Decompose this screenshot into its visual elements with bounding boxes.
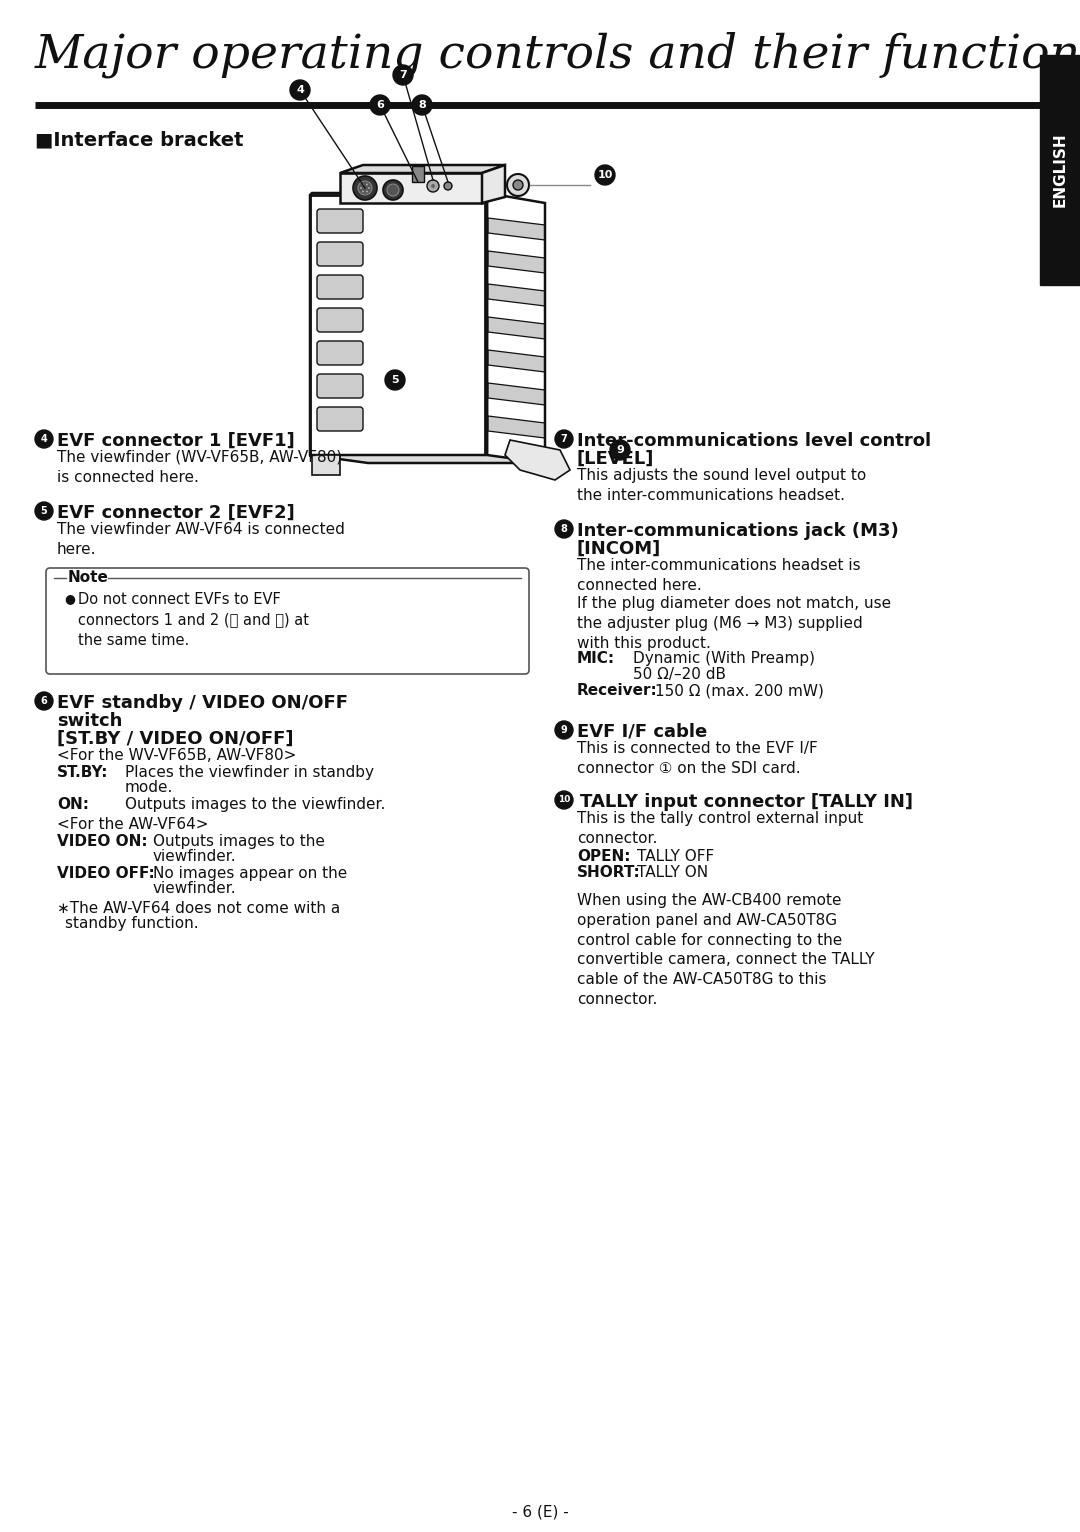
Circle shape — [595, 165, 615, 185]
Circle shape — [387, 184, 399, 196]
Text: This is connected to the EVF I/F
connector ① on the SDI card.: This is connected to the EVF I/F connect… — [577, 741, 818, 775]
Text: 10: 10 — [557, 795, 570, 804]
Text: Note: Note — [68, 570, 109, 585]
Text: <For the AW-VF64>: <For the AW-VF64> — [57, 817, 208, 832]
Polygon shape — [488, 317, 545, 339]
Text: Places the viewfinder in standby: Places the viewfinder in standby — [125, 764, 374, 780]
Circle shape — [366, 184, 368, 185]
Text: 9: 9 — [616, 444, 624, 455]
Circle shape — [444, 182, 453, 190]
Polygon shape — [488, 251, 545, 273]
Text: 4: 4 — [41, 434, 48, 444]
Text: ■Interface bracket: ■Interface bracket — [35, 130, 243, 150]
Circle shape — [35, 502, 53, 519]
Text: 150 Ω (max. 200 mW): 150 Ω (max. 200 mW) — [654, 683, 824, 699]
Circle shape — [368, 187, 370, 188]
Polygon shape — [488, 283, 545, 306]
Text: The viewfinder (WV-VF65B, AW-VF80)
is connected here.: The viewfinder (WV-VF65B, AW-VF80) is co… — [57, 450, 342, 484]
Polygon shape — [340, 165, 505, 173]
Circle shape — [291, 80, 310, 100]
Text: switch: switch — [57, 712, 122, 731]
FancyBboxPatch shape — [318, 208, 363, 233]
Circle shape — [555, 791, 573, 809]
FancyBboxPatch shape — [318, 242, 363, 267]
FancyBboxPatch shape — [318, 308, 363, 332]
Text: ENGLISH: ENGLISH — [1053, 133, 1067, 207]
Circle shape — [555, 430, 573, 447]
Text: MIC:: MIC: — [577, 651, 616, 666]
Circle shape — [411, 95, 432, 115]
Polygon shape — [482, 165, 505, 204]
Circle shape — [360, 187, 362, 188]
Text: ●: ● — [64, 591, 75, 605]
Circle shape — [35, 430, 53, 447]
Circle shape — [366, 190, 368, 193]
Text: EVF I/F cable: EVF I/F cable — [577, 723, 707, 741]
Circle shape — [427, 179, 438, 192]
Polygon shape — [488, 383, 545, 404]
Text: 4: 4 — [296, 84, 303, 95]
Text: No images appear on the: No images appear on the — [153, 866, 348, 881]
Text: Outputs images to the: Outputs images to the — [153, 833, 325, 849]
Text: Inter-communications level control: Inter-communications level control — [577, 432, 931, 450]
Text: SHORT:: SHORT: — [577, 866, 640, 879]
Polygon shape — [340, 173, 482, 204]
Text: 6: 6 — [376, 100, 383, 110]
Text: <For the WV-VF65B, AW-VF80>: <For the WV-VF65B, AW-VF80> — [57, 748, 296, 763]
Text: If the plug diameter does not match, use
the adjuster plug (M6 → M3) supplied
wi: If the plug diameter does not match, use… — [577, 596, 891, 651]
Polygon shape — [310, 455, 545, 463]
Text: 10: 10 — [597, 170, 612, 179]
Text: 50 Ω/–20 dB: 50 Ω/–20 dB — [633, 666, 726, 682]
Circle shape — [507, 175, 529, 196]
Circle shape — [555, 519, 573, 538]
Circle shape — [555, 722, 573, 738]
Text: viewfinder.: viewfinder. — [153, 881, 237, 896]
Circle shape — [362, 190, 364, 193]
Polygon shape — [312, 455, 340, 475]
Text: EVF connector 1 [EVF1]: EVF connector 1 [EVF1] — [57, 432, 295, 450]
Circle shape — [362, 184, 364, 185]
Text: mode.: mode. — [125, 780, 174, 795]
Text: VIDEO OFF:: VIDEO OFF: — [57, 866, 154, 881]
Circle shape — [393, 64, 413, 84]
Text: ∗The AW-VF64 does not come with a: ∗The AW-VF64 does not come with a — [57, 901, 340, 916]
FancyBboxPatch shape — [318, 276, 363, 299]
Text: Outputs images to the viewfinder.: Outputs images to the viewfinder. — [125, 797, 386, 812]
Text: 7: 7 — [400, 70, 407, 80]
Text: When using the AW-CB400 remote
operation panel and AW-CA50T8G
control cable for : When using the AW-CB400 remote operation… — [577, 893, 875, 1007]
Text: Receiver:: Receiver: — [577, 683, 658, 699]
Text: VIDEO ON:: VIDEO ON: — [57, 833, 148, 849]
Text: TALLY input connector [TALLY IN]: TALLY input connector [TALLY IN] — [580, 794, 913, 810]
Circle shape — [513, 179, 523, 190]
Text: [LEVEL]: [LEVEL] — [577, 450, 654, 467]
Text: 8: 8 — [418, 100, 426, 110]
Text: TALLY OFF: TALLY OFF — [637, 849, 714, 864]
Circle shape — [384, 371, 405, 391]
Text: EVF connector 2 [EVF2]: EVF connector 2 [EVF2] — [57, 504, 295, 522]
Polygon shape — [488, 417, 545, 438]
Text: 6: 6 — [41, 696, 48, 706]
Text: 5: 5 — [41, 506, 48, 516]
Text: TALLY ON: TALLY ON — [637, 866, 708, 879]
Polygon shape — [488, 349, 545, 372]
Text: [INCOM]: [INCOM] — [577, 539, 661, 558]
Text: Inter-communications jack (M3): Inter-communications jack (M3) — [577, 522, 899, 539]
Text: This adjusts the sound level output to
the inter-communications headset.: This adjusts the sound level output to t… — [577, 467, 866, 502]
Text: [ST.BY / VIDEO ON/OFF]: [ST.BY / VIDEO ON/OFF] — [57, 731, 294, 748]
FancyBboxPatch shape — [318, 408, 363, 430]
Text: OPEN:: OPEN: — [577, 849, 631, 864]
Text: 9: 9 — [561, 725, 567, 735]
FancyBboxPatch shape — [318, 374, 363, 398]
Text: Dynamic (With Preamp): Dynamic (With Preamp) — [633, 651, 815, 666]
Text: standby function.: standby function. — [65, 916, 199, 931]
Text: 8: 8 — [561, 524, 567, 535]
Text: EVF standby / VIDEO ON/OFF: EVF standby / VIDEO ON/OFF — [57, 694, 348, 712]
Text: This is the tally control external input
connector.: This is the tally control external input… — [577, 810, 863, 846]
Circle shape — [610, 440, 630, 460]
Circle shape — [357, 181, 372, 195]
Text: Major operating controls and their functions: Major operating controls and their funct… — [35, 32, 1080, 78]
Text: - 6 (E) -: - 6 (E) - — [512, 1504, 568, 1520]
Polygon shape — [505, 440, 570, 480]
Text: 7: 7 — [561, 434, 567, 444]
Bar — [411, 165, 424, 182]
